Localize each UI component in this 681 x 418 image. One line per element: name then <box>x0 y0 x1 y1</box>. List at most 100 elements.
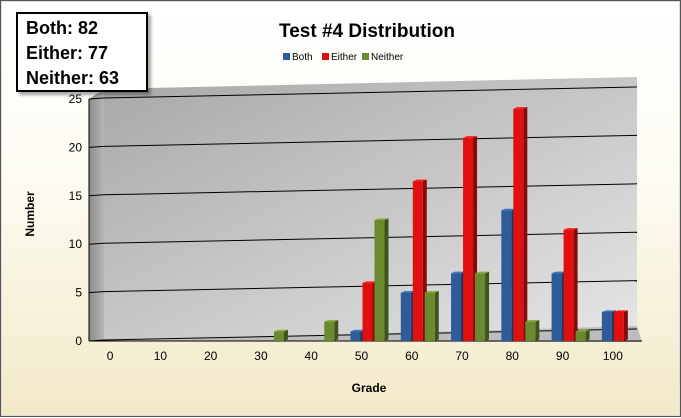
bar-both <box>350 329 365 341</box>
bar-neither <box>324 320 339 341</box>
bar-top <box>324 320 339 322</box>
gridline-side <box>88 291 105 294</box>
legend-swatch-either <box>322 53 329 60</box>
bar-neither <box>575 329 590 341</box>
bar-both <box>501 208 516 341</box>
bar-top <box>551 271 566 274</box>
y-tick-label: 25 <box>69 92 83 106</box>
bar-top <box>451 271 466 274</box>
bar-top <box>563 228 578 230</box>
gridline-side <box>88 145 105 148</box>
bar-face <box>601 311 612 341</box>
x-tick-label: 50 <box>355 349 369 363</box>
x-tick-labels: 0 10 20 30 40 50 60 70 80 90 100 <box>107 349 623 363</box>
x-tick-label: 40 <box>305 349 319 363</box>
bar-side <box>334 320 339 341</box>
bar-side <box>585 329 590 341</box>
x-tick-label: 0 <box>107 349 114 363</box>
legend-label-neither: Neither <box>371 52 404 63</box>
bar-neither <box>374 218 389 341</box>
bar-face <box>563 229 574 341</box>
bar-top <box>412 179 427 182</box>
bar-either <box>513 107 528 342</box>
gridline-side <box>88 194 105 197</box>
bar-face <box>501 210 512 341</box>
legend-swatch-both <box>283 53 290 60</box>
y-axis-title: Number <box>23 191 37 237</box>
bar-either <box>412 179 427 341</box>
bar-top <box>525 320 540 322</box>
bar-face <box>350 331 361 341</box>
bar-face <box>525 321 536 341</box>
bar-top <box>362 281 377 283</box>
bar-either <box>613 310 628 341</box>
x-tick-label: 100 <box>603 349 623 363</box>
bar-top <box>513 107 528 109</box>
bar-neither <box>273 329 288 341</box>
bar-top <box>424 291 439 293</box>
bar-side <box>283 329 288 341</box>
bar-top <box>400 291 415 293</box>
bar-face <box>374 220 385 341</box>
y-tick-label: 0 <box>75 334 82 348</box>
bar-face <box>613 311 624 341</box>
bar-side <box>434 291 439 341</box>
bar-side <box>384 218 389 341</box>
gridline <box>103 183 638 196</box>
score-summary-box: Both: 82 Either: 77 Neither: 63 <box>16 12 148 92</box>
bar-face <box>424 292 435 341</box>
bar-face <box>273 331 284 341</box>
gridline <box>103 231 638 244</box>
bar-top <box>575 329 590 332</box>
bar-top <box>273 329 288 332</box>
bar-top <box>463 136 478 138</box>
stat-either: Either: 77 <box>26 41 146 66</box>
legend-label-both: Both <box>292 52 313 63</box>
stat-neither-label: Neither: <box>26 68 95 88</box>
bar-top <box>374 218 389 220</box>
bar-both <box>551 271 566 341</box>
x-axis-title: Grade <box>352 381 387 395</box>
bar-either <box>563 228 578 341</box>
plot-side-wall <box>89 89 104 341</box>
bar-both <box>601 310 616 341</box>
y-tick-label: 10 <box>69 237 83 251</box>
bar-both <box>400 291 415 341</box>
bar-side <box>573 228 578 341</box>
bar-side <box>523 107 528 341</box>
bars <box>273 107 628 342</box>
stat-neither-value: 63 <box>99 68 120 88</box>
bar-neither <box>424 291 439 341</box>
bar-face <box>362 282 373 341</box>
x-tick-label: 20 <box>204 349 218 363</box>
chart-title: Test #4 Distribution <box>279 21 455 42</box>
bar-top <box>613 310 628 312</box>
gridline <box>103 86 638 99</box>
bar-face <box>475 273 486 341</box>
bar-face <box>412 181 423 341</box>
x-tick-label: 70 <box>455 349 469 363</box>
bar-face <box>324 321 335 341</box>
bar-face <box>451 273 462 341</box>
stat-both-label: Both: <box>26 18 73 38</box>
stat-both-value: 82 <box>78 18 99 38</box>
y-tick-label: 20 <box>69 140 83 154</box>
bar-side <box>535 320 540 341</box>
bar-top <box>601 310 616 312</box>
bar-either <box>463 136 478 341</box>
stat-neither: Neither: 63 <box>26 66 146 91</box>
bar-face <box>513 108 524 342</box>
bar-neither <box>525 320 540 341</box>
bar-side <box>485 271 490 341</box>
bar-top <box>475 271 490 274</box>
stat-either-value: 77 <box>88 43 109 63</box>
x-tick-label: 90 <box>556 349 570 363</box>
x-tick-label: 30 <box>254 349 268 363</box>
legend-swatch-neither <box>362 53 369 60</box>
bar-face <box>575 331 586 341</box>
bar-face <box>400 292 411 341</box>
legend-label-either: Either <box>331 52 358 63</box>
y-tick-labels: 0 5 10 15 20 25 <box>69 92 83 348</box>
